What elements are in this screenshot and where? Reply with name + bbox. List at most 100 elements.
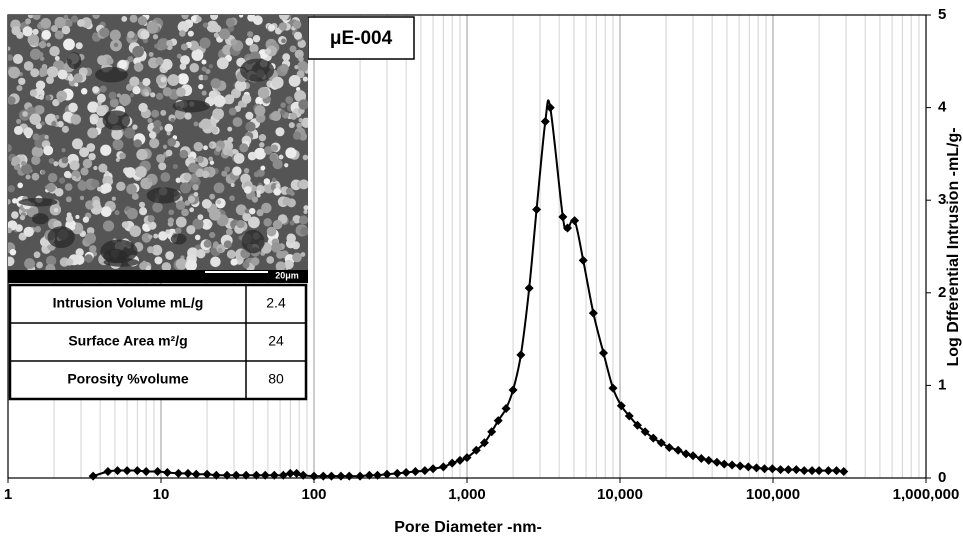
sem-grain: [156, 93, 163, 100]
annotation: μE-004: [330, 28, 393, 49]
data-point: [800, 466, 809, 475]
table-value: 24: [268, 333, 284, 349]
table-value: 2.4: [266, 295, 286, 311]
data-point: [839, 467, 848, 476]
sem-grain: [283, 197, 291, 205]
sem-grain: [12, 198, 17, 203]
sem-grain: [202, 171, 209, 178]
sem-grain: [290, 220, 295, 225]
sem-grain: [100, 85, 107, 92]
sem-grain: [41, 122, 45, 126]
sem-grain: [282, 53, 290, 61]
data-point: [411, 467, 420, 476]
sem-grain: [280, 109, 285, 114]
sem-grain: [183, 173, 191, 181]
sem-grain: [276, 184, 281, 189]
data-point: [558, 212, 567, 221]
sem-grain: [203, 75, 208, 80]
data-point: [174, 469, 183, 478]
sem-grain: [237, 220, 245, 228]
data-point: [608, 384, 617, 393]
sem-grain: [54, 208, 58, 212]
data-point: [327, 472, 336, 481]
sem-grain: [231, 183, 235, 187]
sem-grain: [80, 167, 88, 175]
sem-grain: [75, 223, 83, 231]
sem-grain: [147, 118, 152, 123]
sem-pore: [100, 239, 137, 263]
sem-grain: [90, 117, 98, 125]
sem-grain: [51, 121, 56, 126]
sem-grain: [209, 194, 215, 200]
sem-grain: [133, 139, 141, 147]
sem-grain: [203, 145, 208, 150]
sem-grain: [181, 43, 188, 50]
data-point: [448, 459, 457, 468]
data-point: [393, 469, 402, 478]
sem-grain: [286, 188, 293, 195]
sem-grain: [245, 112, 253, 120]
y-tick-label: 4: [938, 99, 947, 116]
sem-pore: [48, 226, 75, 248]
sem-grain: [66, 258, 73, 265]
sem-grain: [32, 146, 44, 158]
sem-grain: [209, 143, 213, 147]
data-point: [736, 461, 745, 470]
sem-grain: [126, 208, 137, 219]
x-tick-label: 1,000,000: [893, 486, 960, 503]
sem-pore: [147, 187, 181, 203]
sem-grain: [209, 64, 213, 68]
sem-grain: [158, 162, 166, 170]
x-tick-label: 10: [153, 486, 170, 503]
sem-grain: [294, 65, 298, 69]
sem-grain: [175, 227, 181, 233]
sem-grain: [281, 38, 286, 43]
sem-grain: [191, 16, 197, 22]
data-point: [681, 449, 690, 458]
sem-grain: [290, 45, 297, 52]
sem-grain: [31, 156, 40, 165]
sem-grain: [147, 246, 154, 253]
sem-grain: [272, 178, 276, 182]
sem-grain: [36, 105, 45, 114]
sem-grain: [303, 155, 309, 161]
sem-grain: [202, 90, 207, 95]
data-point: [541, 117, 550, 126]
sem-grain: [39, 41, 46, 48]
sem-grain: [148, 235, 152, 239]
sem-grain: [125, 167, 136, 178]
sem-grain: [87, 127, 98, 138]
sem-grain: [71, 15, 78, 22]
sem-grain: [200, 118, 211, 129]
sem-grain: [138, 103, 147, 112]
data-point: [792, 465, 801, 474]
sem-grain: [300, 227, 309, 236]
sem-grain: [148, 215, 155, 222]
sem-grain: [64, 15, 69, 20]
sem-grain: [115, 210, 120, 215]
sem-grain: [194, 142, 204, 152]
sem-grain: [11, 26, 20, 35]
sem-grain: [279, 10, 289, 20]
sem-grain: [7, 96, 16, 105]
sem-grain: [153, 234, 158, 239]
sem-grain: [248, 152, 257, 161]
data-point: [815, 466, 824, 475]
sem-grain: [242, 213, 251, 222]
sem-grain: [17, 183, 23, 189]
sem-grain: [32, 29, 38, 35]
sem-grain: [138, 16, 147, 25]
x-tick-label: 100: [301, 486, 326, 503]
sem-pore: [32, 213, 49, 224]
sem-grain: [208, 222, 212, 226]
sem-grain: [266, 256, 274, 264]
sem-grain: [268, 24, 275, 31]
sem-grain: [167, 74, 179, 86]
data-point: [516, 350, 525, 359]
sem-grain: [207, 21, 219, 33]
sem-grain: [4, 144, 12, 152]
sem-grain: [39, 95, 44, 100]
sem-grain: [226, 18, 235, 27]
data-point: [824, 466, 833, 475]
sem-grain: [210, 12, 218, 20]
